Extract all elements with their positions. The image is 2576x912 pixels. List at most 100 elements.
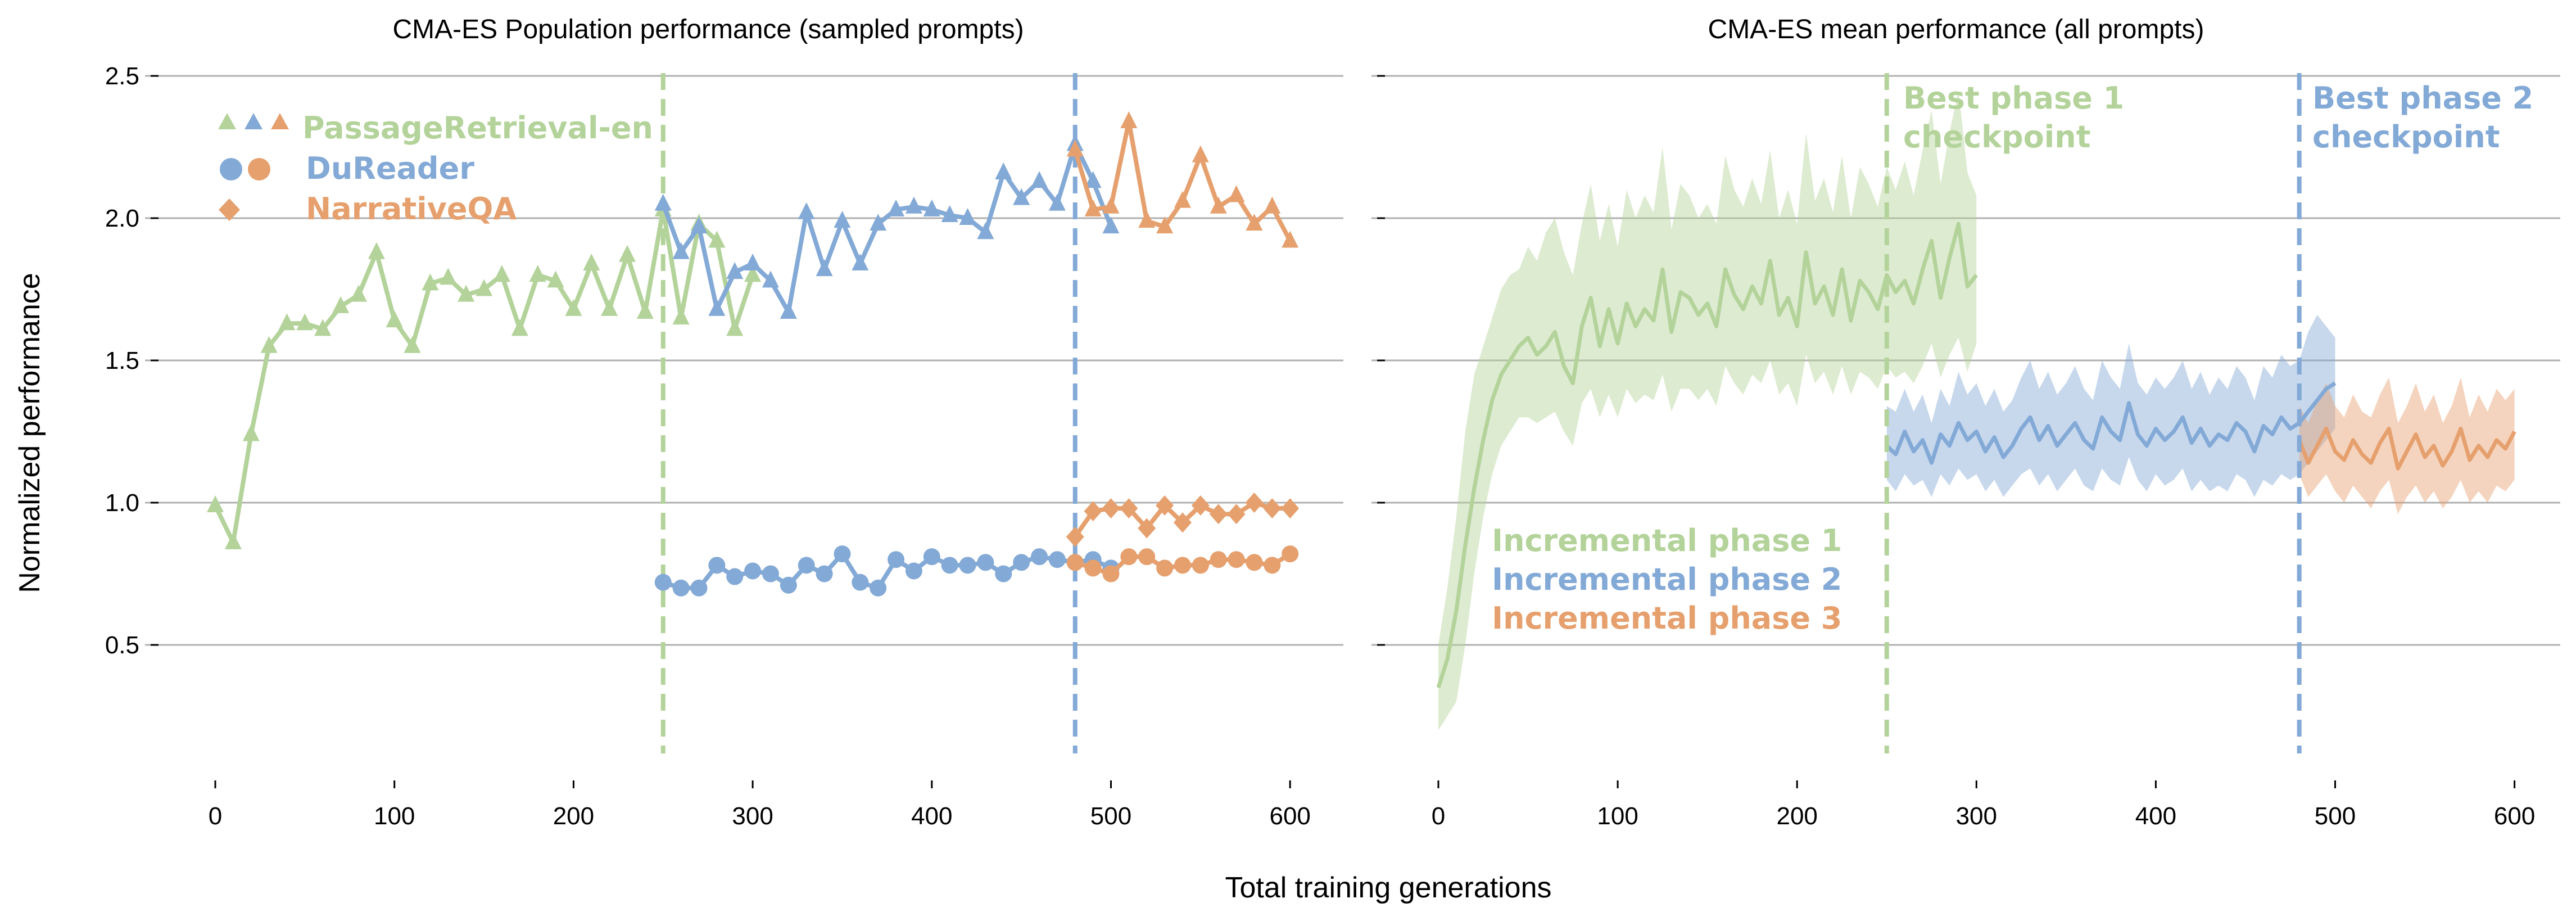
y-tick-label: 2.0 <box>105 205 139 232</box>
triangle-point <box>547 270 564 288</box>
legend-marker-orange-diamond <box>219 198 240 221</box>
series-label-phase-2: Incremental phase 2 <box>1492 562 1842 597</box>
circle-point <box>905 562 922 580</box>
triangle-point <box>1138 211 1156 228</box>
mean-line <box>1885 381 2337 465</box>
triangle-point <box>672 308 690 325</box>
circle-point <box>708 557 726 574</box>
triangle-point <box>1048 193 1066 211</box>
circle-point <box>1102 565 1120 583</box>
triangle-point <box>636 301 654 319</box>
right-x-tick-label: 500 <box>2315 802 2356 830</box>
triangle-point <box>1228 185 1245 202</box>
triangle-point <box>601 299 618 316</box>
series-label-phase-1: Incremental phase 1 <box>1492 523 1842 558</box>
circle-point <box>995 565 1012 583</box>
left-checkpoint-lines <box>660 73 1078 753</box>
left-x-tick-label: 600 <box>1269 802 1310 830</box>
triangle-point <box>1174 191 1191 208</box>
annotation-best-phase-2-line1: Best phase 2 <box>2312 80 2533 116</box>
circle-point <box>1138 548 1156 566</box>
triangle-point <box>386 310 403 328</box>
triangle-point <box>1282 231 1299 248</box>
triangle-point <box>565 299 582 316</box>
triangle-point <box>404 336 421 353</box>
y-tick-label: 0.5 <box>105 631 139 659</box>
circle-point <box>1192 557 1209 574</box>
diamond-point <box>1066 526 1084 547</box>
triangle-point <box>1210 196 1227 214</box>
circle-point <box>726 568 744 585</box>
circle-point <box>780 576 797 594</box>
triangle-point <box>350 285 367 302</box>
diamond-point <box>1227 504 1246 525</box>
circle-point <box>762 565 779 583</box>
circle-point <box>744 562 762 580</box>
triangle-point <box>654 193 672 211</box>
circle-point <box>1066 554 1084 571</box>
triangle-point <box>1246 214 1263 231</box>
legend-marker-green-triangle <box>218 113 236 129</box>
series-label-phase-3: Incremental phase 3 <box>1492 601 1842 636</box>
triangle-point <box>476 279 493 296</box>
triangle-point <box>959 208 976 225</box>
triangle-point <box>977 222 994 240</box>
triangle-point <box>1120 111 1138 128</box>
left-x-tick-label: 300 <box>732 802 773 830</box>
circle-point <box>923 548 940 566</box>
triangle-point <box>744 265 762 282</box>
triangle-point <box>207 495 224 513</box>
left-grid <box>145 75 1343 646</box>
circle-point <box>1156 559 1174 577</box>
triangle-point <box>422 273 439 291</box>
left-series <box>207 111 1300 597</box>
triangle-point <box>619 245 636 262</box>
mean-line <box>2297 426 2516 471</box>
right-mean-lines <box>1436 222 2516 688</box>
circle-point <box>672 579 690 597</box>
triangle-point <box>941 205 958 222</box>
right-x-tick-label: 400 <box>2135 802 2176 830</box>
diamond-point <box>1138 518 1156 539</box>
diamond-point <box>1263 498 1282 519</box>
triangle-point <box>1031 171 1048 188</box>
circle-point <box>816 565 833 583</box>
triangle-point <box>296 313 314 331</box>
circle-point <box>798 557 815 574</box>
triangle-point <box>905 196 922 214</box>
diamond-point <box>1245 493 1264 513</box>
legend-label-dureader: DuReader <box>306 151 474 186</box>
triangle-point <box>798 202 815 219</box>
triangle-point <box>1102 196 1120 214</box>
legend-item-dureader: DuReader <box>220 151 474 186</box>
triangle-point <box>852 253 869 270</box>
right-x-tick-label: 100 <box>1597 802 1638 830</box>
diamond-point <box>1084 501 1102 522</box>
triangle-point <box>1156 216 1174 234</box>
annotation-best-phase-1-line1: Best phase 1 <box>1903 80 2124 116</box>
mean-line <box>1436 222 1979 688</box>
circle-point <box>959 557 976 574</box>
triangle-point <box>888 199 905 216</box>
circle-point <box>1084 559 1102 577</box>
right-checkpoint-lines <box>1884 73 2302 753</box>
triangle-point <box>923 199 940 216</box>
triangle-point <box>493 265 510 282</box>
legend-marker-blue-triangle <box>245 113 262 129</box>
circle-point <box>1246 554 1263 571</box>
triangle-point <box>995 162 1012 180</box>
diamond-point <box>1209 504 1228 525</box>
y-tick-label: 2.5 <box>105 62 139 90</box>
legend-marker-blue-circle <box>220 158 242 180</box>
triangle-point <box>726 319 744 336</box>
triangle-point <box>708 231 726 248</box>
triangle-point <box>224 532 242 549</box>
triangle-point <box>726 262 744 279</box>
triangle-point <box>834 211 851 228</box>
shaded-band <box>2299 377 2515 514</box>
population-panel: 0.5 1.0 1.5 2.0 2.5 0 100 200 300 400 500 600 CMA-… <box>105 15 1343 830</box>
triangle-point <box>816 259 833 277</box>
annotation-best-phase-1-line2: checkpoint <box>1903 119 2091 155</box>
